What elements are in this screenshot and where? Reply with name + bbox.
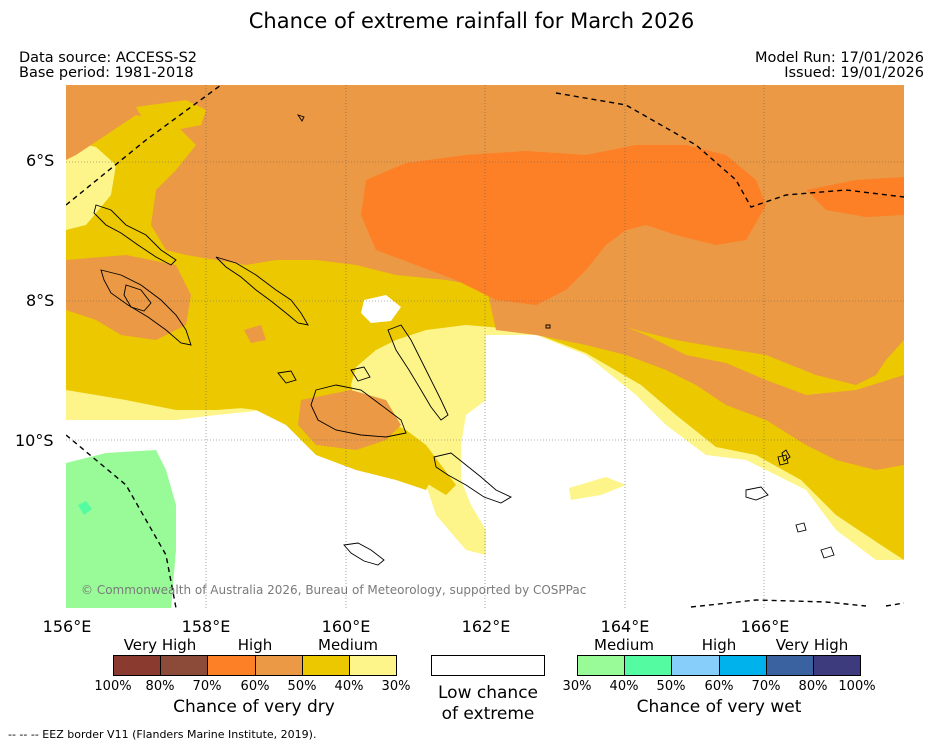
dry-swatch-50-60: [255, 656, 303, 675]
copyright-credit: © Commonwealth of Australia 2026, Bureau…: [81, 583, 587, 597]
eez-border: [66, 85, 904, 608]
wet-tick: 70%: [751, 679, 781, 694]
choiseul-island: [215, 256, 309, 326]
low-chance-line1: Low chance: [438, 683, 538, 703]
dry-tick: 30%: [381, 679, 411, 694]
ontong-java: [296, 114, 305, 122]
lat-label-8s: 8°S: [26, 291, 55, 310]
low-chance-line2: of extreme: [441, 704, 535, 724]
data-source: Data source: ACCESS-S2: [19, 50, 198, 66]
dry-legend-title: Chance of very dry: [173, 697, 335, 717]
dry-tick: 80%: [145, 679, 175, 694]
lat-label-6s: 6°S: [26, 151, 55, 170]
wet-30-40-region: [66, 450, 176, 608]
bougainville-island: [93, 204, 177, 266]
dry-medium-label: Medium: [318, 636, 378, 654]
sikaiana: [545, 324, 551, 329]
dry-50-60-small: [244, 325, 266, 343]
low-chance-title: Low chance of extreme: [431, 683, 545, 725]
vanikoro: [795, 522, 807, 533]
dry-swatch-30-40: [349, 656, 397, 675]
wet-high-label: High: [701, 636, 737, 654]
wet-swatch-70-80: [766, 656, 814, 675]
wet-swatch-60-70: [719, 656, 767, 675]
base-period: Base period: 1981-2018: [19, 65, 194, 81]
dry-swatch-60-70: [208, 656, 256, 675]
dry-colorbar: [113, 655, 397, 676]
dry-swatch-80-100: [114, 656, 162, 675]
issued-date: Issued: 19/01/2026: [784, 65, 924, 81]
dry-60-70-region: [361, 145, 766, 305]
wet-legend-title: Chance of very wet: [636, 697, 802, 717]
dry-swatch-40-50: [302, 656, 350, 675]
dry-30-40-patch: [569, 477, 626, 500]
lon-label-156e: 156°E: [42, 617, 92, 636]
dry-50-60-island-patch: [298, 390, 401, 450]
wet-medium-label: Medium: [594, 636, 654, 654]
page-title: Chance of extreme rainfall for March 202…: [248, 9, 695, 33]
florida-islands: [350, 366, 371, 382]
dry-high-label: High: [237, 636, 273, 654]
lon-label-164e: 164°E: [600, 617, 650, 636]
wet-tick: 80%: [798, 679, 828, 694]
tikopia: [820, 546, 835, 559]
wet-swatch-40-50: [625, 656, 673, 675]
dry-60-70-east: [806, 177, 904, 217]
santa-isabel-island: [100, 269, 192, 346]
wet-tick: 40%: [609, 679, 639, 694]
dry-swatch-70-80: [161, 656, 209, 675]
model-run: Model Run: 17/01/2026: [754, 50, 924, 66]
wet-tick: 60%: [704, 679, 734, 694]
wet-40-50-dot: [78, 501, 92, 515]
dry-tick: 100%: [94, 679, 132, 694]
guadalcanal-island: [310, 384, 407, 438]
wet-colorbar: [577, 655, 861, 676]
wet-swatch-50-60: [672, 656, 720, 675]
dry-50-60-region-upper-east: [486, 285, 904, 470]
source-info: Data source: ACCESS-S2 Base period: 1981…: [19, 51, 197, 81]
dry-tick: 60%: [240, 679, 270, 694]
dry-tick: 40%: [334, 679, 364, 694]
lon-label-162e: 162°E: [461, 617, 511, 636]
makira-island: [433, 452, 512, 504]
wet-tick: 50%: [656, 679, 686, 694]
eez-note: -- -- -- EEZ border V11 (Flanders Marine…: [8, 728, 317, 741]
run-info: Model Run: 17/01/2026 Issued: 19/01/2026: [755, 51, 924, 81]
wet-tick: 30%: [562, 679, 592, 694]
rennell-island: [343, 542, 385, 566]
reef-islands: [781, 449, 791, 462]
santa-cruz-islands: [745, 486, 769, 501]
lat-label-10s: 10°S: [15, 431, 54, 450]
utupua: [777, 454, 789, 466]
dry-50-60-west-patch: [66, 255, 191, 340]
wet-swatch-80-100: [813, 656, 861, 675]
graticule: [66, 85, 904, 608]
dry-40-50-top-patch: [136, 100, 206, 130]
dry-tick: 70%: [192, 679, 222, 694]
wet-tick: 100%: [838, 679, 876, 694]
dry-30-40-island: [66, 140, 116, 230]
low-chance-swatch: [431, 655, 545, 676]
white-hole: [361, 295, 401, 323]
lon-label-166e: 166°E: [740, 617, 790, 636]
new-georgia-group: [123, 284, 152, 312]
rainfall-map: [66, 85, 904, 608]
dry-very-high-label: Very High: [123, 636, 197, 654]
russell-islands: [277, 370, 297, 384]
dry-tick: 50%: [287, 679, 317, 694]
lon-label-158e: 158°E: [181, 617, 231, 636]
coastlines: [93, 114, 835, 566]
malaita-island: [387, 324, 449, 421]
wet-swatch-30-40: [578, 656, 626, 675]
lon-label-160e: 160°E: [321, 617, 371, 636]
wet-very-high-label: Very High: [775, 636, 849, 654]
